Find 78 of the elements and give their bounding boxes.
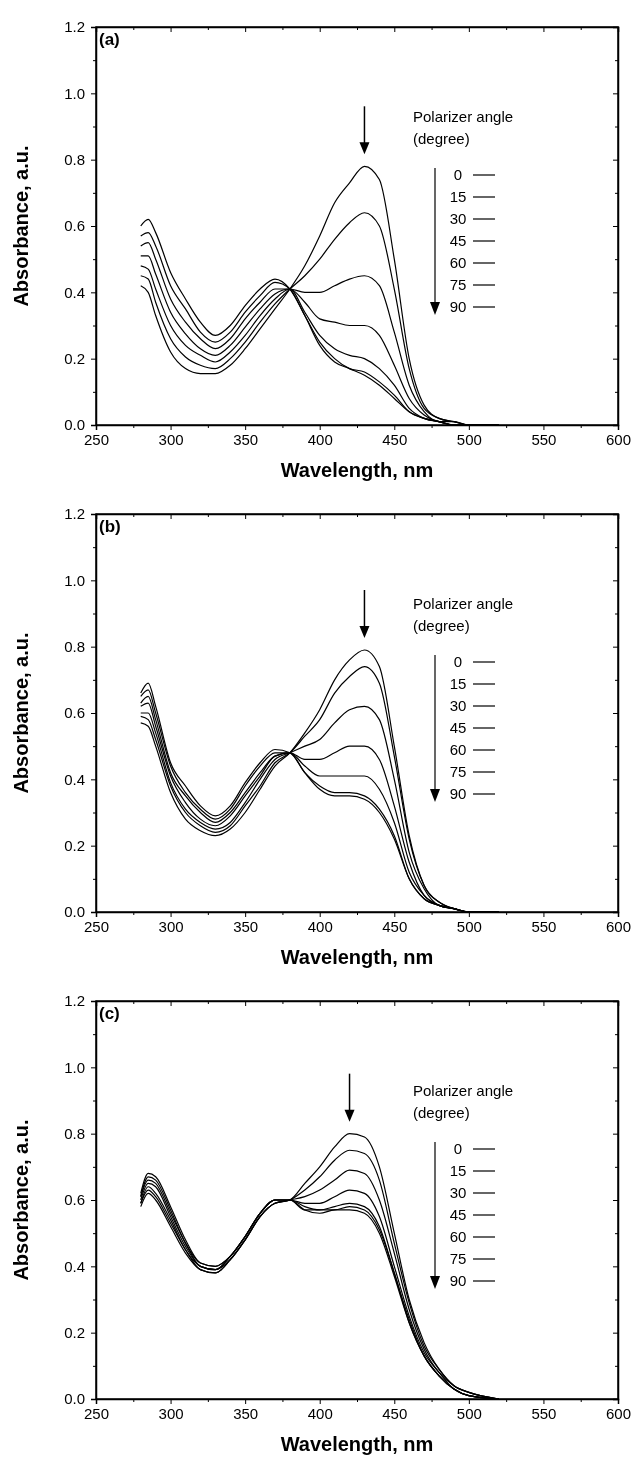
x-tick-label: 450	[382, 917, 408, 935]
y-tick-label: 1.2	[64, 18, 85, 36]
y-tick-label: 0.2	[64, 1323, 85, 1341]
y-tick-label: 0.6	[64, 1191, 85, 1209]
x-tick-label: 500	[456, 1404, 482, 1422]
y-tick-label: 0.6	[64, 217, 85, 235]
y-axis-title: Absorbance, a.u.	[10, 1119, 32, 1281]
legend-label: 90	[449, 785, 467, 802]
y-tick-label: 0.8	[64, 637, 85, 655]
x-tick-label: 600	[605, 917, 632, 935]
legend-label: 45	[449, 719, 467, 736]
y-tick-label: 1.2	[64, 505, 85, 523]
y-tick-label: 1.2	[64, 992, 85, 1010]
y-axis-title: Absorbance, a.u.	[10, 632, 32, 794]
x-tick-label: 350	[233, 917, 259, 935]
y-tick-label: 0.2	[64, 836, 85, 854]
y-tick-label: 0.2	[64, 349, 85, 367]
y-tick-label: 0.4	[64, 283, 85, 301]
legend-label: 75	[449, 276, 467, 293]
x-axis-title: Wavelength, nm	[280, 946, 434, 968]
x-tick-label: 250	[83, 430, 110, 448]
x-tick-label: 300	[158, 430, 184, 448]
y-tick-label: 1.0	[64, 1058, 85, 1076]
x-tick-label: 500	[456, 430, 482, 448]
x-tick-label: 450	[382, 430, 408, 448]
y-tick-label: 0.8	[64, 1124, 85, 1142]
x-tick-label: 250	[83, 917, 110, 935]
legend-label: 15	[449, 188, 467, 205]
legend-label: 0	[453, 166, 463, 183]
legend-label: 75	[449, 763, 467, 780]
legend-title: Polarizer angle (degree)	[413, 108, 514, 147]
y-tick-label: 1.0	[64, 571, 85, 589]
x-tick-label: 400	[307, 1404, 333, 1422]
y-tick-label: 0.0	[64, 1390, 85, 1408]
x-tick-label: 550	[531, 917, 557, 935]
y-tick-label: 0.6	[64, 704, 85, 722]
x-tick-label: 300	[158, 917, 184, 935]
legend-label: 90	[449, 1272, 467, 1289]
y-tick-label: 0.4	[64, 1257, 85, 1275]
x-tick-label: 400	[307, 917, 333, 935]
y-tick-label: 0.8	[64, 150, 85, 168]
y-tick-label: 0.0	[64, 416, 85, 434]
x-tick-label: 500	[456, 917, 482, 935]
y-tick-label: 0.0	[64, 903, 85, 921]
legend-title: Polarizer angle (degree)	[413, 595, 514, 634]
y-axis-title: Absorbance, a.u.	[10, 145, 32, 307]
chart-title: (a)	[99, 30, 120, 49]
x-tick-label: 600	[605, 430, 632, 448]
x-tick-label: 350	[233, 1404, 259, 1422]
y-tick-label: 0.4	[64, 770, 85, 788]
legend-label: 60	[449, 254, 467, 271]
legend-label: 90	[449, 298, 467, 315]
legend-label: 75	[449, 1250, 467, 1267]
y-tick-label: 1.0	[64, 84, 85, 102]
x-tick-label: 250	[83, 1404, 110, 1422]
x-tick-label: 350	[233, 430, 259, 448]
legend-label: 45	[449, 1206, 467, 1223]
legend-label: 15	[449, 1162, 467, 1179]
x-tick-label: 300	[158, 1404, 184, 1422]
legend-label: 0	[453, 653, 463, 670]
x-tick-label: 550	[531, 1404, 557, 1422]
x-tick-label: 450	[382, 1404, 408, 1422]
legend-label: 60	[449, 741, 467, 758]
legend-label: 30	[449, 210, 467, 227]
legend-label: 60	[449, 1228, 467, 1245]
x-tick-label: 550	[531, 430, 557, 448]
chart-title: (c)	[99, 1004, 120, 1023]
legend-title: Polarizer angle (degree)	[413, 1082, 514, 1121]
legend-label: 45	[449, 232, 467, 249]
x-axis-title: Wavelength, nm	[280, 1433, 434, 1455]
legend-label: 30	[449, 697, 467, 714]
x-tick-label: 400	[307, 430, 333, 448]
legend-label: 15	[449, 675, 467, 692]
x-tick-label: 600	[605, 1404, 632, 1422]
legend-label: 0	[453, 1140, 463, 1157]
legend-label: 30	[449, 1184, 467, 1201]
x-axis-title: Wavelength, nm	[280, 459, 434, 481]
chart-title: (b)	[99, 517, 121, 536]
